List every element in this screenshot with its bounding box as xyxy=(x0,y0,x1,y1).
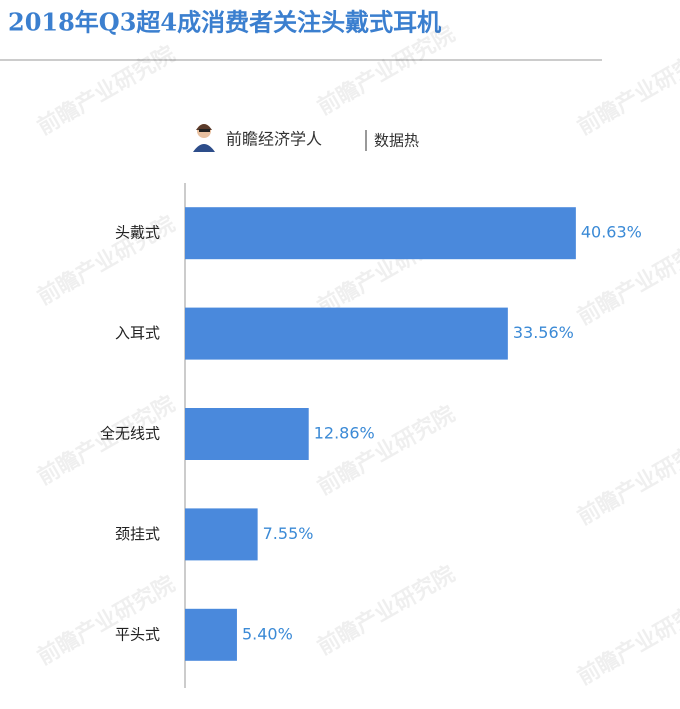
y-tick-label: 头戴式 xyxy=(115,224,160,242)
y-tick-label: 入耳式 xyxy=(115,324,160,342)
value-label: 7.55% xyxy=(263,524,314,543)
bar xyxy=(185,408,309,460)
bar xyxy=(185,508,258,561)
source: 前瞻经济学人 xyxy=(226,130,322,149)
watermark: 前瞻产业研究院 xyxy=(573,591,680,691)
watermark: 前瞻产业研究院 xyxy=(313,401,459,501)
watermark: 前瞻产业研究院 xyxy=(573,231,680,331)
bar xyxy=(185,207,576,260)
watermark: 前瞻产业研究院 xyxy=(573,41,680,141)
value-label: 33.56% xyxy=(513,323,574,342)
source-icon xyxy=(190,124,218,152)
source-tag: 数据热 xyxy=(374,132,419,150)
value-label: 40.63% xyxy=(581,223,642,242)
bar xyxy=(185,608,237,661)
chart-title: 2018年Q3超4成消费者关注头戴式耳机 xyxy=(8,8,441,37)
bar xyxy=(185,307,508,360)
watermark: 前瞻产业研究院 xyxy=(573,431,680,531)
watermark: 前瞻产业研究院 xyxy=(33,41,179,141)
watermark: 前瞻产业研究院 xyxy=(33,571,179,671)
y-tick-label: 全无线式 xyxy=(100,425,160,443)
y-tick-label: 颈挂式 xyxy=(115,525,160,543)
y-tick-label: 平头式 xyxy=(115,625,160,643)
value-label: 5.40% xyxy=(242,624,293,643)
watermark: 前瞻产业研究院 xyxy=(313,561,459,661)
value-label: 12.86% xyxy=(314,424,375,443)
